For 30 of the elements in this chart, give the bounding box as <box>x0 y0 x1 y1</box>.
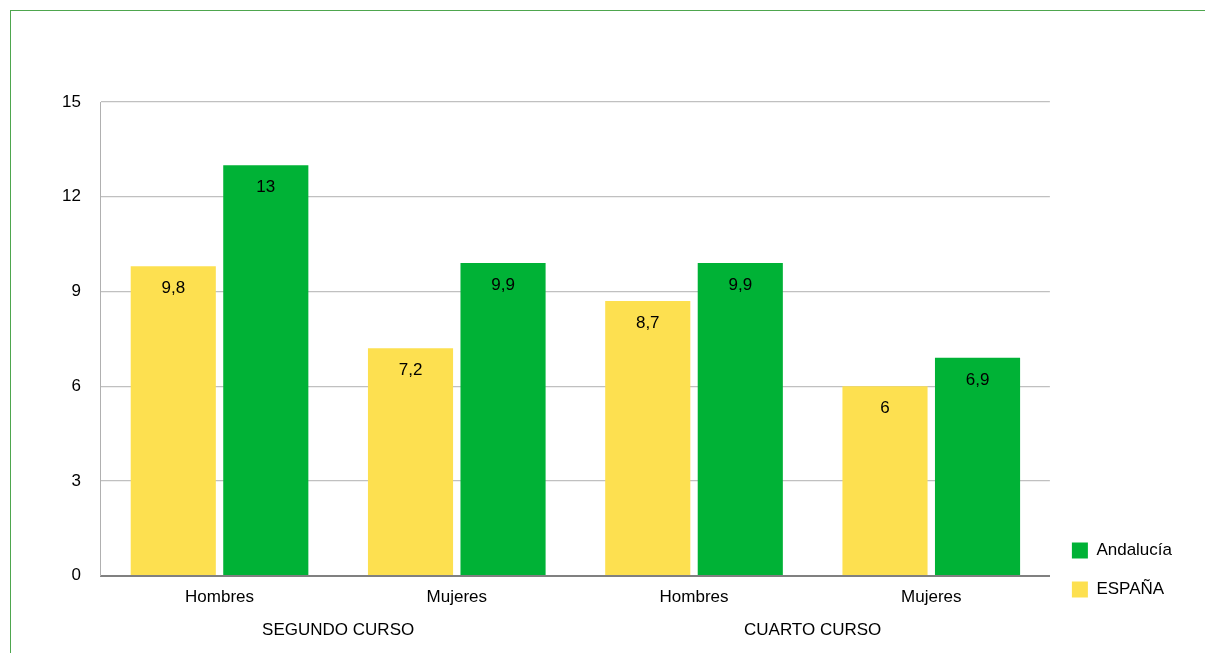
bar <box>223 165 309 575</box>
legend-label: Andalucía <box>1096 540 1173 560</box>
y-tick-label: 6 <box>71 375 81 395</box>
y-tick-label: 0 <box>71 565 81 585</box>
data-label: 9,8 <box>161 278 186 298</box>
y-tick-label: 12 <box>61 186 81 206</box>
y-tick-label: 15 <box>61 91 81 111</box>
x-tick-label: Hombres <box>185 587 255 607</box>
data-label: 6 <box>880 398 890 418</box>
data-label: 9,9 <box>491 275 515 295</box>
bar <box>842 386 928 575</box>
legend-label: ESPAÑA <box>1096 579 1165 599</box>
x-tick-label: Hombres <box>659 587 729 607</box>
bar <box>460 263 546 575</box>
bar <box>697 263 783 575</box>
bar <box>130 266 216 575</box>
data-label: 13 <box>256 177 276 197</box>
bar <box>367 348 454 575</box>
text: CUARTO CURSO <box>744 620 882 640</box>
bar <box>605 300 691 575</box>
data-label: 9,9 <box>728 275 753 295</box>
x-tick-label: Mujeres <box>426 587 488 607</box>
data-label: 6,9 <box>965 369 990 389</box>
text: SEGUNDO CURSO <box>262 620 415 640</box>
y-tick-label: 3 <box>71 470 81 490</box>
data-label: 7,2 <box>398 360 423 380</box>
x-tick-label: Mujeres <box>901 587 962 607</box>
y-tick-label: 9 <box>71 281 81 301</box>
bar <box>934 357 1021 575</box>
data-label: 8,7 <box>635 313 660 333</box>
